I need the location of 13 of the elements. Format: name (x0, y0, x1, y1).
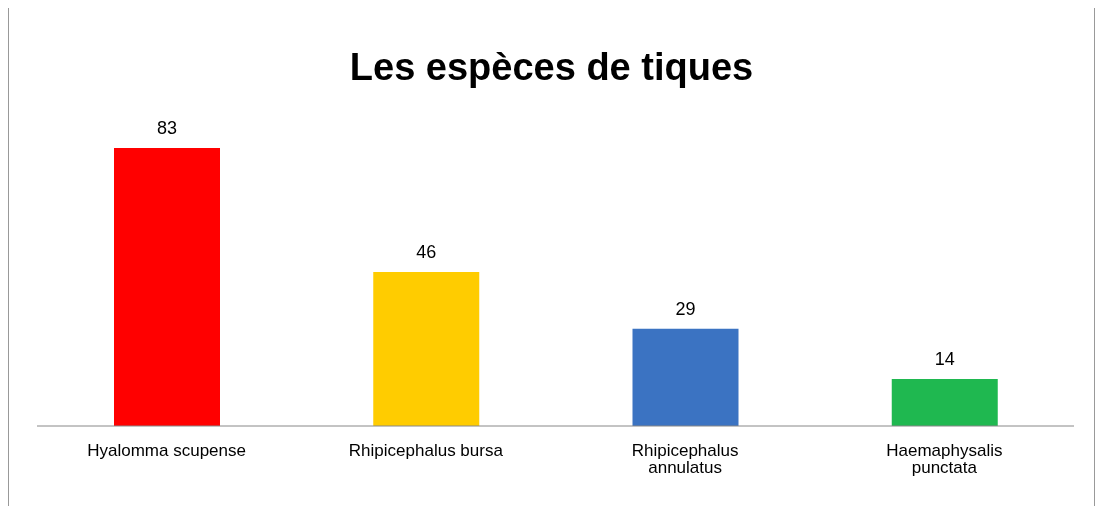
bar (114, 148, 220, 426)
data-label: 83 (156, 118, 178, 138)
x-tick-label: Rhipicephalus bursa (348, 441, 504, 461)
bar (891, 379, 998, 426)
chart-title: Les espèces de tiques (348, 45, 755, 90)
data-label: 46 (416, 241, 437, 262)
x-tick-label: Rhipicephalus annulatus (631, 441, 739, 478)
data-label: 29 (675, 298, 696, 319)
bar (373, 271, 480, 426)
data-label: 14 (934, 349, 955, 370)
bar (632, 328, 739, 426)
x-tick-label: Haemaphysalis punctata (886, 441, 1003, 478)
x-tick-label: Hyalomma scupense (87, 441, 246, 461)
